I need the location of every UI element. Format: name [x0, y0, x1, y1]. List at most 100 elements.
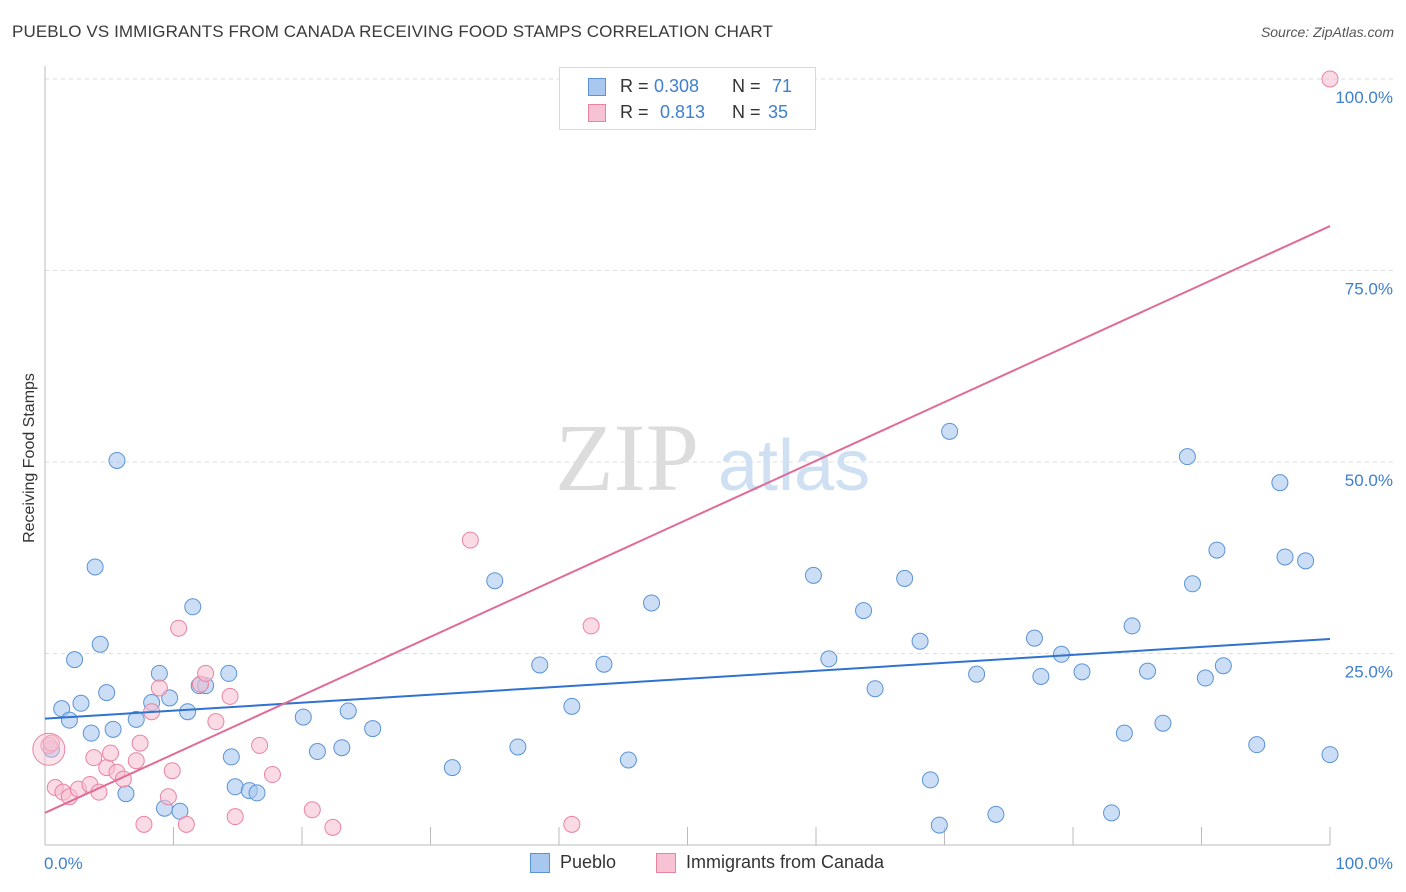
- pueblo-point: [1032, 667, 1050, 685]
- pueblo-point: [1196, 669, 1214, 687]
- pueblo-point: [339, 702, 357, 720]
- pueblo-point: [866, 680, 884, 698]
- r-label: R =: [620, 102, 649, 122]
- canada-point: [135, 815, 153, 833]
- canada-point-cluster: [32, 732, 66, 766]
- pueblo-point: [161, 689, 179, 707]
- watermark-zip: ZIP: [555, 404, 699, 511]
- pueblo-point: [941, 422, 959, 440]
- canada-point: [102, 744, 120, 762]
- pueblo-point: [179, 703, 197, 721]
- canada-point: [127, 752, 145, 770]
- pueblo-point: [563, 697, 581, 715]
- canada-point: [197, 664, 215, 682]
- y-tick-label: 50.0%: [1345, 471, 1393, 490]
- x-tick-label: 0.0%: [44, 854, 83, 873]
- legend-label-pueblo: Pueblo: [560, 852, 617, 872]
- pueblo-point: [127, 710, 145, 728]
- pueblo-point: [220, 664, 238, 682]
- source-label: Source: ZipAtlas.com: [1260, 24, 1394, 40]
- pueblo-point: [86, 558, 104, 576]
- pueblo-point: [619, 751, 637, 769]
- pueblo-point: [248, 784, 266, 802]
- watermark: ZIP atlas: [555, 404, 870, 511]
- canada-point: [582, 617, 600, 635]
- canada-point: [226, 808, 244, 826]
- canada-point: [324, 818, 342, 836]
- pueblo-point: [1271, 474, 1289, 492]
- canada-point: [42, 734, 60, 752]
- canada-swatch: [588, 104, 606, 122]
- pueblo-point: [595, 655, 613, 673]
- pueblo-point: [1139, 662, 1157, 680]
- canada-point: [1321, 70, 1339, 88]
- r-value: 0.308: [654, 76, 700, 96]
- pueblo-point: [1184, 575, 1202, 593]
- pueblo-point: [486, 572, 504, 590]
- pueblo-swatch: [530, 853, 550, 873]
- canada-point: [177, 815, 195, 833]
- pueblo-point: [509, 738, 527, 756]
- n-label: N =: [732, 102, 761, 122]
- pueblo-point: [108, 451, 126, 469]
- canada-point: [150, 679, 168, 697]
- pueblo-point: [98, 684, 116, 702]
- pueblo-point: [804, 566, 822, 584]
- pueblo-point: [72, 694, 90, 712]
- canada-point: [159, 788, 177, 806]
- canada-point: [303, 801, 321, 819]
- legend-label-canada: Immigrants from Canada: [686, 852, 885, 872]
- pueblo-point: [60, 711, 78, 729]
- pueblo-point: [82, 724, 100, 742]
- canada-point: [131, 734, 149, 752]
- pueblo-point: [987, 805, 1005, 823]
- pueblo-point: [1103, 804, 1121, 822]
- pueblo-point: [643, 594, 661, 612]
- canada-point: [163, 762, 181, 780]
- n-value: 35: [768, 102, 789, 122]
- r-value: 0.813: [660, 102, 706, 122]
- pueblo-point: [1321, 746, 1339, 764]
- pueblo-point: [1214, 657, 1232, 675]
- y-axis-label: Receiving Food Stamps: [21, 373, 38, 543]
- axes: [44, 66, 1331, 846]
- pueblo-swatch: [588, 78, 606, 96]
- pueblo-point: [1297, 552, 1315, 570]
- canada-trend-line: [44, 225, 1331, 814]
- pueblo-point: [921, 771, 939, 789]
- pueblo-point: [1248, 736, 1266, 754]
- canada-point: [221, 687, 239, 705]
- canada-point: [263, 766, 281, 784]
- pueblo-point: [1115, 724, 1133, 742]
- canada-point: [85, 749, 103, 767]
- canada-point: [461, 531, 479, 549]
- pueblo-point: [308, 743, 326, 761]
- canada-point: [563, 815, 581, 833]
- pueblo-point: [91, 635, 109, 653]
- pueblo-point: [364, 720, 382, 738]
- pueblo-point: [294, 708, 312, 726]
- pueblo-point: [1073, 663, 1091, 681]
- pueblo-point: [1178, 448, 1196, 466]
- y-tick-label: 25.0%: [1345, 663, 1393, 682]
- watermark-atlas: atlas: [718, 426, 870, 506]
- pueblo-point: [531, 656, 549, 674]
- x-tick-label: 100.0%: [1335, 854, 1393, 873]
- pueblo-point: [1123, 617, 1141, 635]
- pueblo-point: [66, 651, 84, 669]
- y-tick-label: 100.0%: [1335, 88, 1393, 107]
- pueblo-point: [104, 720, 122, 738]
- pueblo-point: [1276, 548, 1294, 566]
- canada-swatch: [656, 853, 676, 873]
- pueblo-point: [1025, 629, 1043, 647]
- pueblo-point: [184, 598, 202, 616]
- correlation-legend: R = 0.308 N = 71 R = 0.813 N = 35: [559, 67, 816, 130]
- pueblo-point: [820, 650, 838, 668]
- pueblo-point: [150, 664, 168, 682]
- pueblo-point: [443, 759, 461, 777]
- pueblo-point: [1208, 541, 1226, 559]
- canada-point: [251, 736, 269, 754]
- pueblo-point: [226, 778, 244, 796]
- pueblo-point: [930, 816, 948, 834]
